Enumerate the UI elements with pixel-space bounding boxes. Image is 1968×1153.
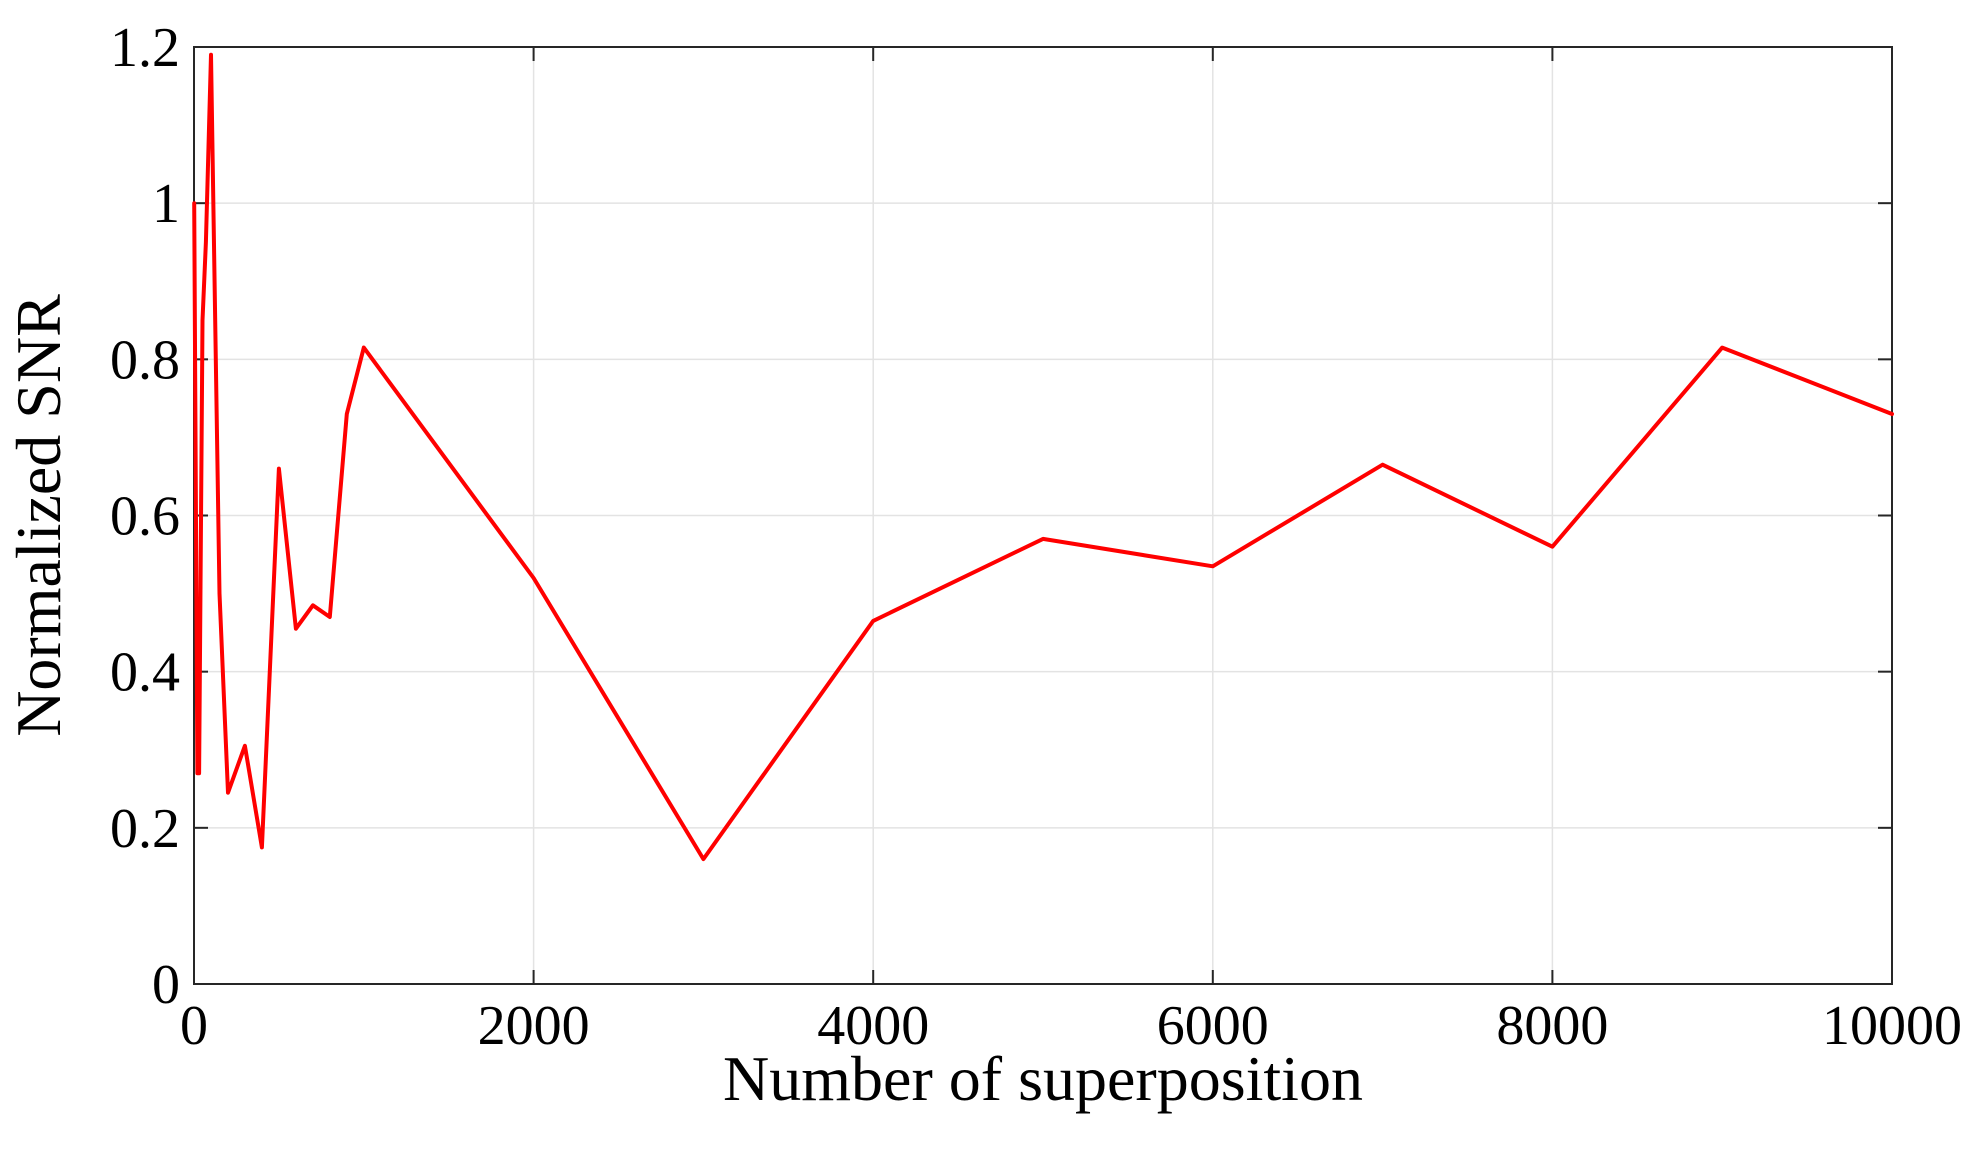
- y-tick-label: 0.4: [110, 642, 180, 704]
- y-tick-label: 1.2: [110, 17, 180, 79]
- y-tick-label: 0.8: [110, 329, 180, 391]
- y-tick-labels: 0 0.2 0.4 0.6 0.8 1 1.2: [110, 17, 180, 1016]
- x-tick-labels: 0 2000 4000 6000 8000 10000: [180, 995, 1962, 1057]
- x-tick-label: 2000: [478, 995, 590, 1057]
- y-tick-label: 0.6: [110, 486, 180, 548]
- x-tick-label: 10000: [1822, 995, 1962, 1057]
- grid-lines: [194, 47, 1892, 984]
- x-tick-label: 4000: [817, 995, 929, 1057]
- x-tick-label: 8000: [1496, 995, 1608, 1057]
- y-tick-label: 1: [152, 173, 180, 235]
- y-tick-label: 0.2: [110, 798, 180, 860]
- x-tick-label: 0: [180, 995, 208, 1057]
- x-axis-label: Number of superposition: [723, 1043, 1363, 1114]
- x-tick-label: 6000: [1157, 995, 1269, 1057]
- series-line: [192, 52, 1894, 862]
- y-tick-label: 0: [152, 954, 180, 1016]
- y-axis-label: Normalized SNR: [3, 294, 74, 737]
